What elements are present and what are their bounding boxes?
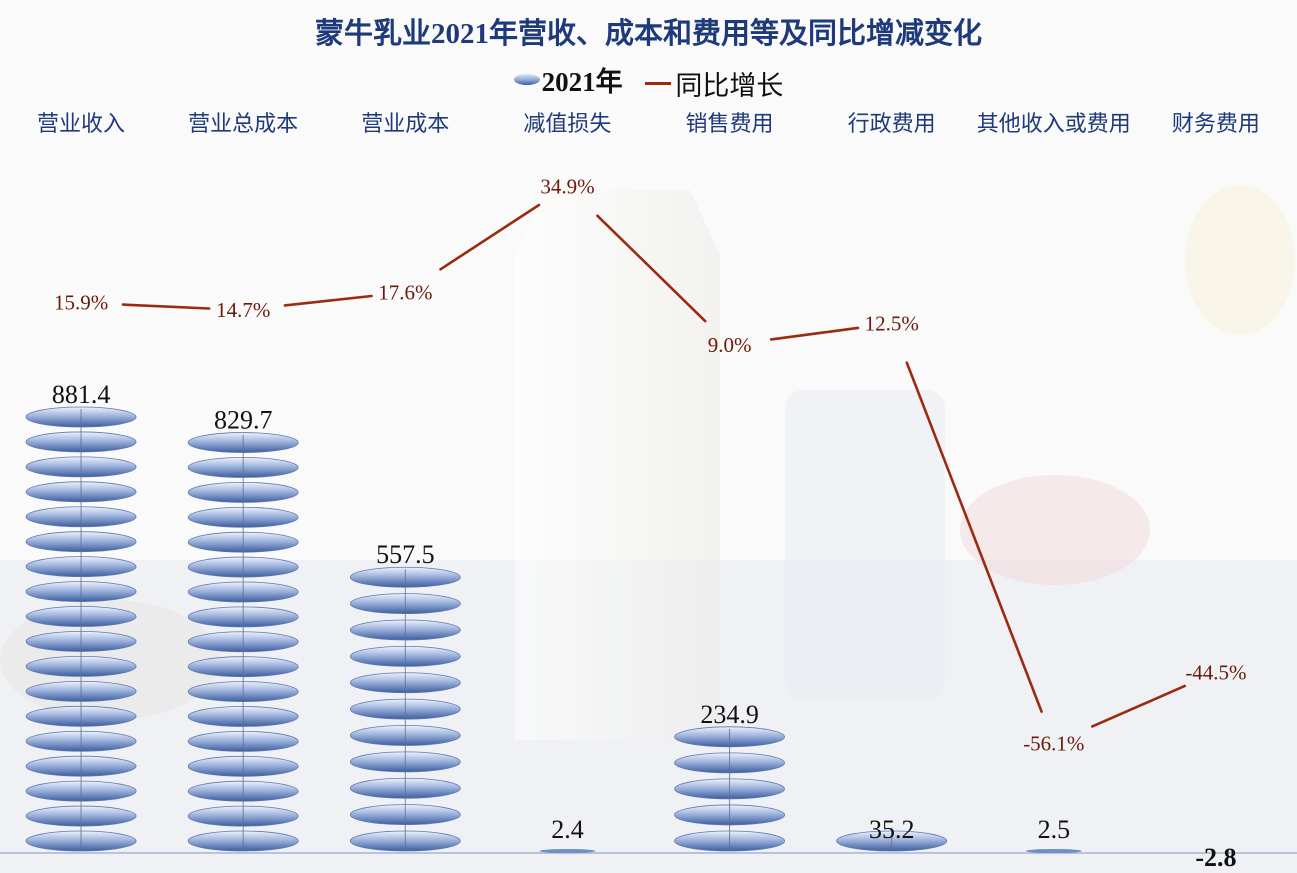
growth-line-segment [121, 303, 211, 310]
legend-label-line: 同比增长 [675, 71, 784, 101]
bar [674, 726, 785, 852]
legend-swatch-bars [513, 74, 540, 85]
bar-data-label: 2.4 [551, 815, 584, 844]
legend: 2021年 同比增长 [0, 60, 1297, 103]
bar [1025, 849, 1082, 853]
bar-data-label: 829.7 [214, 406, 273, 435]
line-data-label: -44.5% [1185, 660, 1246, 684]
bar-data-label: -2.8 [1195, 843, 1236, 872]
growth-line-segment [769, 326, 860, 341]
growth-line-segment [283, 294, 373, 307]
line-data-label: 17.6% [378, 280, 432, 304]
category-label: 其他收入或费用 [976, 112, 1131, 137]
line-data-label: 9.0% [708, 333, 752, 357]
category-label: 行政费用 [847, 112, 936, 137]
bar [836, 827, 948, 852]
line-data-label: 12.5% [865, 312, 919, 336]
category-label: 减值损失 [523, 112, 612, 137]
legend-label-bars: 2021年 [541, 67, 623, 97]
bar-data-label: 234.9 [700, 700, 759, 729]
bar-data-label: 881.4 [52, 380, 111, 409]
category-labels: 营业收入 营业总成本 营业成本 减值损失 销售费用 行政费用 其他收入或费用 财… [0, 106, 1297, 140]
bar-data-label: 2.5 [1038, 815, 1071, 844]
legend-swatch-line [645, 82, 672, 85]
category-label: 财务费用 [1171, 112, 1260, 137]
growth-line-segment [905, 361, 1043, 713]
legend-item-line: 同比增长 [645, 64, 783, 103]
growth-line-segment [439, 203, 541, 271]
line-data-label: 14.7% [216, 298, 270, 322]
category-label: 营业收入 [37, 112, 126, 137]
line-data-label: 34.9% [540, 174, 594, 198]
category-label: 销售费用 [685, 112, 774, 137]
bar [187, 432, 299, 852]
bar [349, 566, 461, 852]
bar-data-label: 35.2 [869, 815, 915, 844]
bar [25, 406, 137, 852]
growth-line-segment [1090, 684, 1187, 728]
line-data-label: 15.9% [54, 291, 108, 315]
line-data-label: -56.1% [1023, 731, 1084, 755]
bar-coil-segment [539, 849, 596, 853]
category-label: 营业成本 [361, 112, 450, 137]
bar-coil-segment [1025, 849, 1082, 853]
bar [539, 849, 596, 853]
category-label: 营业总成本 [188, 112, 299, 137]
bar-data-label: 557.5 [376, 540, 435, 569]
chart-title: 蒙牛乳业2021年营收、成本和费用等及同比增减变化 [314, 18, 982, 50]
legend-item-bars: 2021年 [513, 60, 623, 99]
growth-line-segment [596, 214, 707, 323]
